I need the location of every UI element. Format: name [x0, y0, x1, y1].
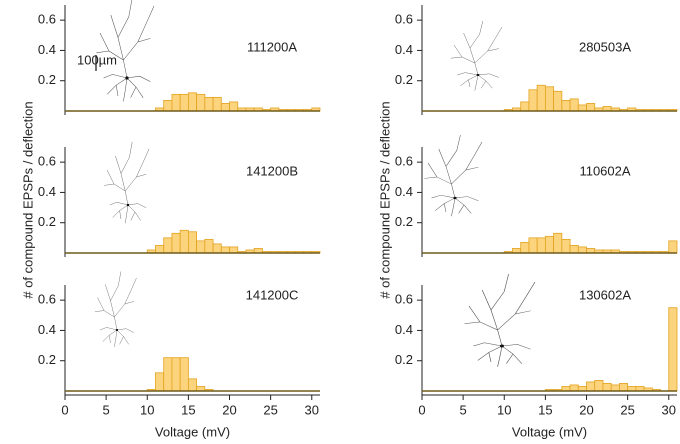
bar	[187, 92, 198, 112]
bar	[229, 246, 239, 254]
panel-label: 141200B	[246, 163, 298, 178]
bar	[220, 103, 230, 112]
bar	[561, 100, 571, 112]
x-axis-label: Voltage (mV)	[155, 424, 230, 439]
bar	[520, 101, 530, 112]
bar	[520, 241, 530, 254]
bar	[179, 93, 189, 112]
bar	[536, 237, 546, 254]
bar	[594, 379, 604, 392]
bar	[196, 93, 206, 112]
bar	[553, 90, 563, 112]
bar	[577, 246, 587, 254]
panel-label: 141200C	[246, 287, 299, 302]
x-tick-label: 10	[140, 402, 154, 417]
bar	[586, 381, 596, 392]
bar	[536, 84, 546, 112]
bar	[171, 232, 181, 254]
bar	[610, 384, 620, 392]
x-tick-label: 15	[181, 402, 195, 417]
bar	[179, 229, 189, 254]
y-tick-label: 0.4	[395, 42, 413, 57]
bar	[187, 378, 198, 392]
x-tick-label: 25	[620, 402, 634, 417]
scale-bar-label: 100µm	[77, 52, 117, 67]
bar	[163, 237, 173, 254]
x-tick-label: 30	[305, 402, 319, 417]
bar	[196, 240, 206, 254]
y-tick-label: 0.6	[395, 12, 413, 27]
x-tick-label: 25	[263, 402, 277, 417]
x-tick-label: 5	[460, 402, 467, 417]
y-tick-label: 0.6	[395, 154, 413, 169]
bar	[619, 383, 629, 392]
bar	[586, 103, 596, 112]
bar	[220, 246, 230, 254]
y-tick-label: 0.2	[395, 72, 413, 87]
x-axis-label: Voltage (mV)	[512, 424, 587, 439]
y-tick-label: 0.6	[395, 292, 413, 307]
bar	[179, 357, 189, 392]
y-tick-label: 0.2	[38, 352, 56, 367]
bar	[553, 232, 563, 254]
x-tick-label: 30	[662, 402, 676, 417]
bar	[668, 240, 678, 254]
y-axis-label: # of compound EPSPs / deflection	[20, 101, 35, 298]
x-tick-label: 20	[579, 402, 593, 417]
y-tick-label: 0.4	[38, 184, 56, 199]
bar	[229, 101, 239, 112]
bar	[171, 93, 181, 112]
bar	[668, 307, 678, 392]
y-tick-label: 0.4	[395, 322, 413, 337]
bar	[187, 231, 198, 254]
y-tick-label: 0.2	[38, 214, 56, 229]
bar	[155, 372, 165, 392]
bar	[528, 237, 538, 254]
x-tick-label: 5	[103, 402, 110, 417]
bar	[602, 383, 612, 392]
bar	[561, 238, 571, 254]
y-axis-label: # of compound EPSPs / deflection	[377, 101, 392, 298]
y-tick-label: 0.6	[38, 154, 56, 169]
y-tick-label: 0.6	[38, 12, 56, 27]
bar	[212, 243, 222, 254]
y-tick-label: 0.2	[395, 352, 413, 367]
y-tick-label: 0.4	[38, 42, 56, 57]
bar	[569, 245, 579, 254]
y-tick-label: 0.2	[38, 72, 56, 87]
bar	[212, 96, 222, 112]
bar	[204, 238, 214, 254]
y-tick-label: 0.6	[38, 292, 56, 307]
bar	[528, 89, 538, 112]
y-tick-label: 0.4	[38, 322, 56, 337]
y-tick-label: 0.4	[395, 184, 413, 199]
x-tick-label: 20	[222, 402, 236, 417]
panel-label: 130602A	[579, 287, 631, 302]
y-tick-label: 0.2	[395, 214, 413, 229]
bar	[569, 384, 579, 392]
x-tick-label: 0	[418, 402, 425, 417]
neuron-drawings	[94, 0, 536, 368]
bar	[544, 86, 555, 112]
x-tick-label: 10	[497, 402, 511, 417]
bar	[171, 357, 181, 392]
panel-label: 111200A	[247, 39, 297, 54]
bar	[163, 100, 173, 112]
panel-label: 110602A	[579, 163, 630, 178]
x-tick-label: 15	[538, 402, 552, 417]
bar	[577, 104, 587, 112]
panel-label: 280503A	[579, 39, 631, 54]
bar	[544, 235, 555, 254]
bar	[155, 245, 165, 254]
x-tick-label: 0	[61, 402, 68, 417]
bar	[569, 98, 579, 112]
bar	[163, 357, 173, 392]
bar	[204, 96, 214, 112]
